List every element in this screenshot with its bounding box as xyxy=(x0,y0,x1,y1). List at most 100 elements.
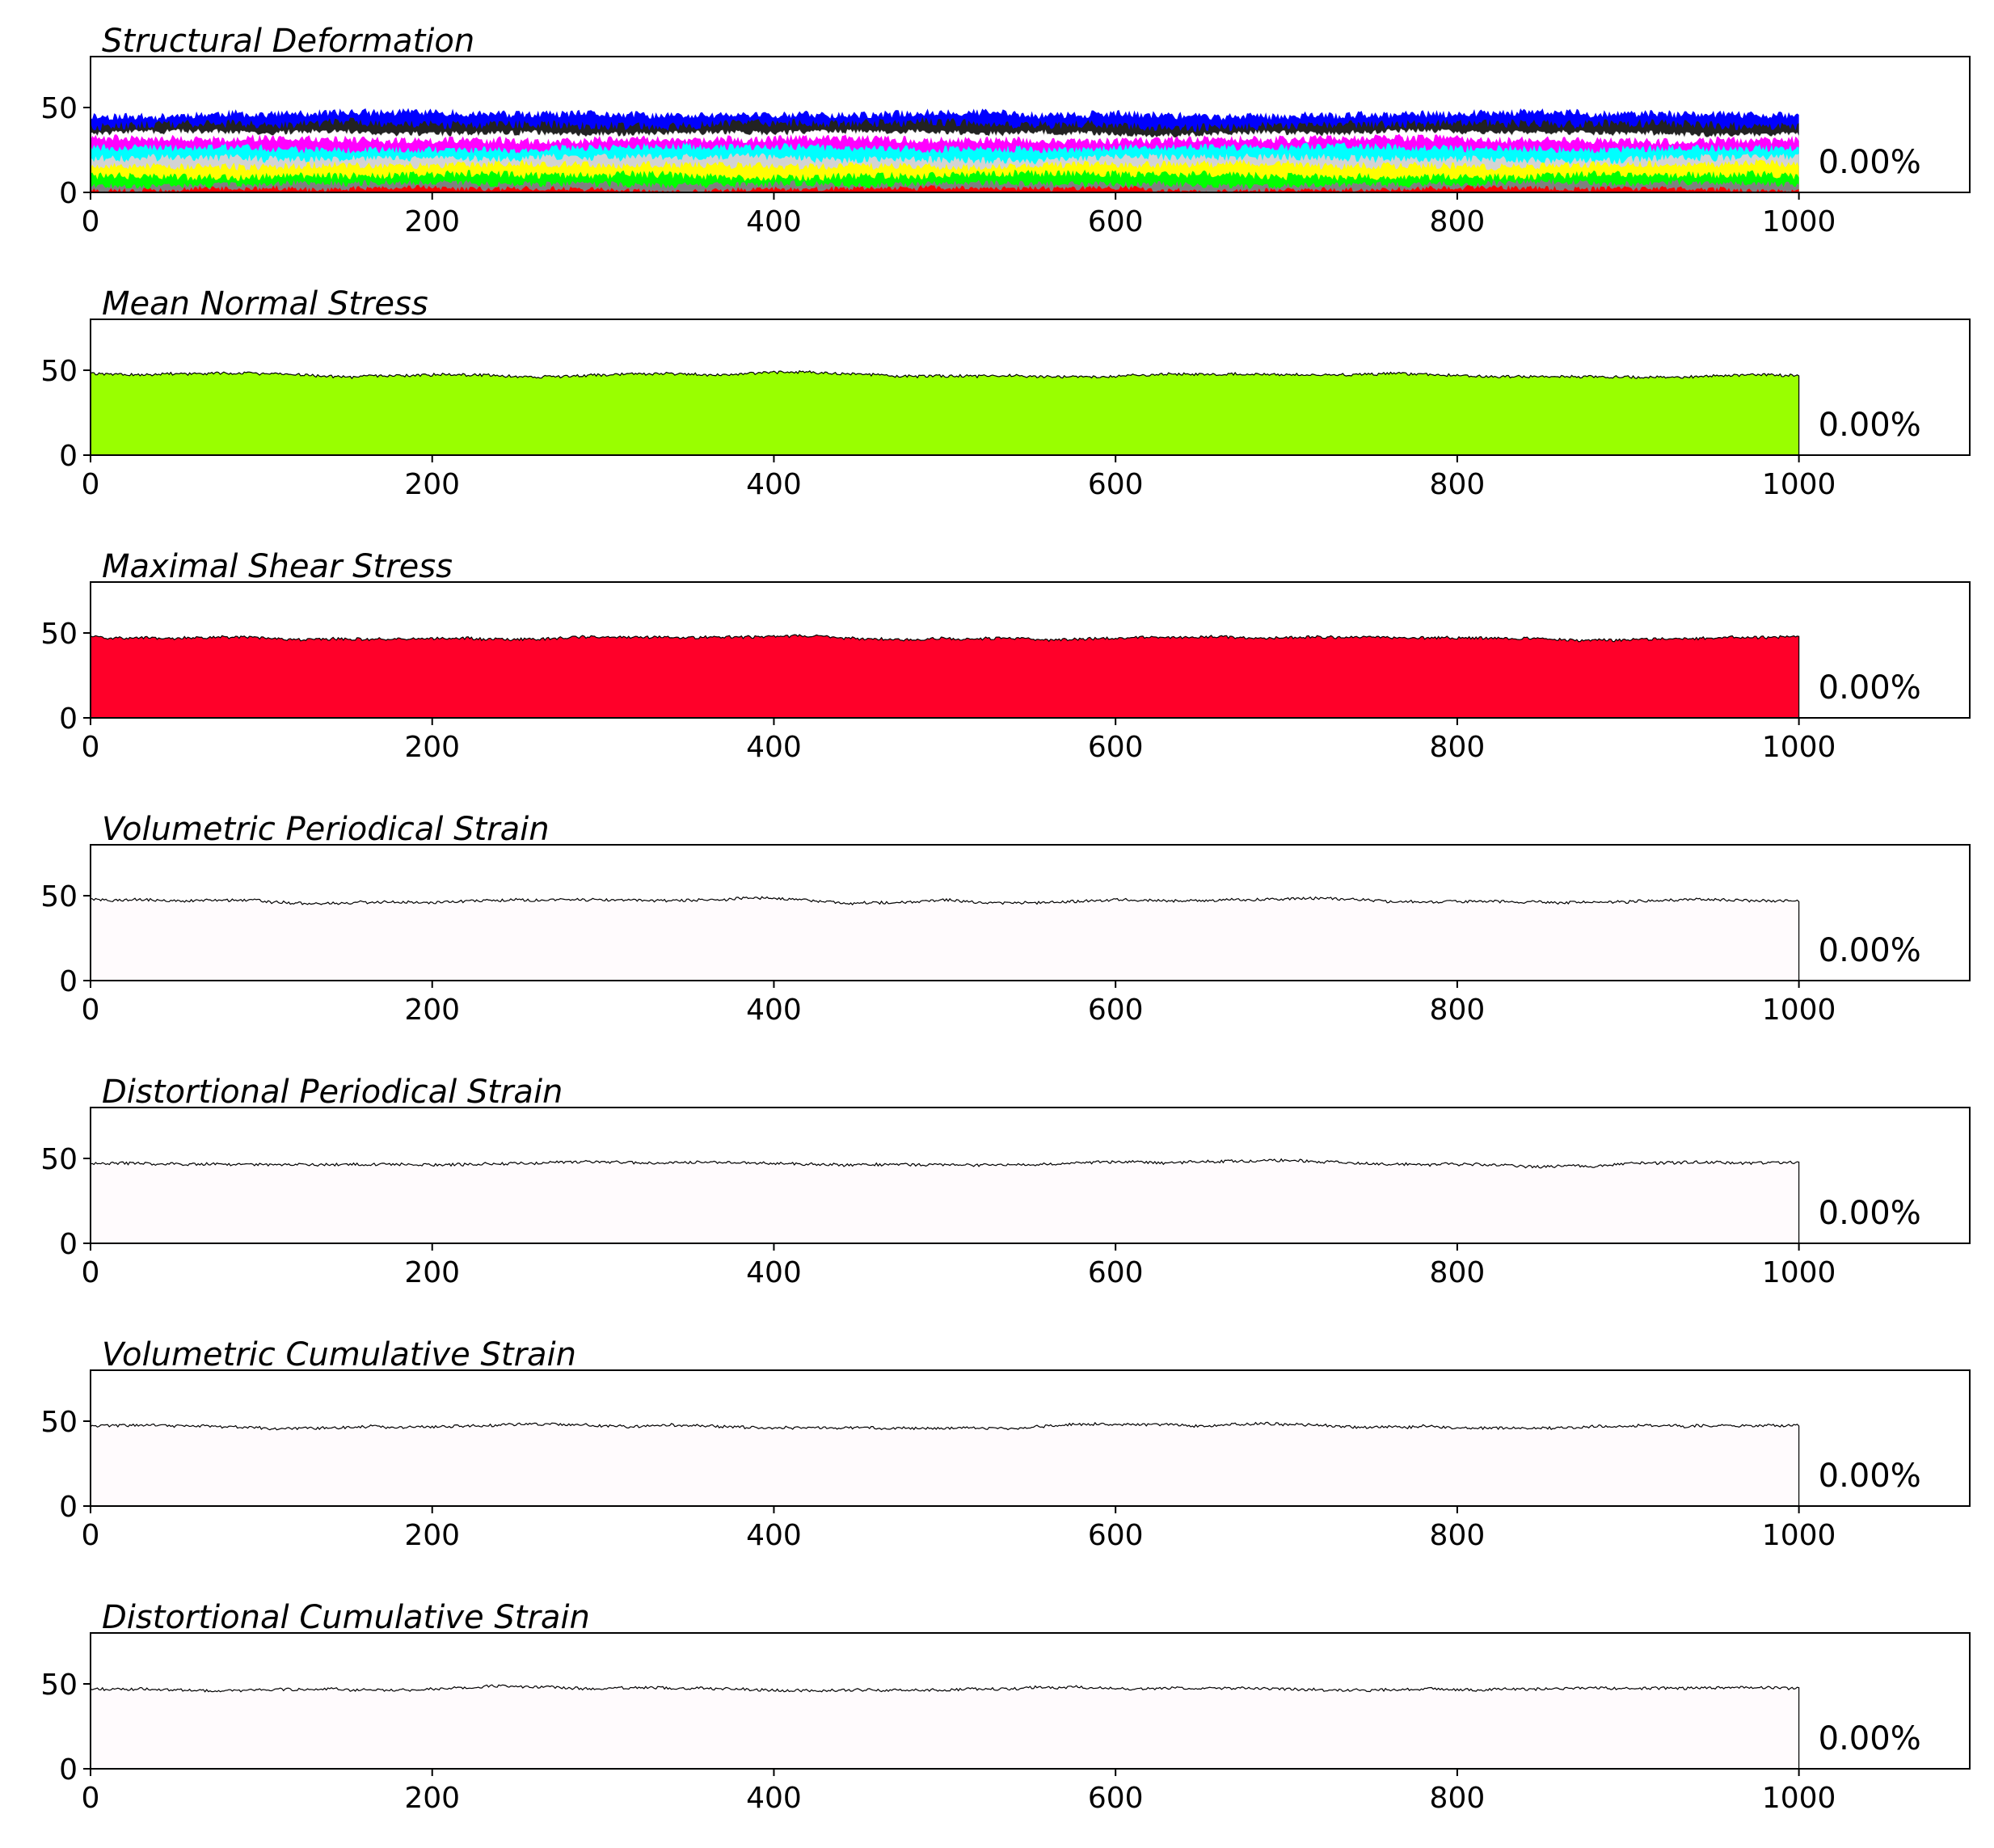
area-outline xyxy=(91,896,1800,981)
panel-title: Mean Normal Stress xyxy=(102,285,428,323)
x-tick-label: 0 xyxy=(82,205,100,238)
chart-panel-1: 0 200 400 600 800 1000 0 50 Mean Normal Stress 0.… xyxy=(40,285,1971,501)
area-fill xyxy=(91,1158,1799,1243)
plot-area xyxy=(91,1421,1800,1506)
plot-area xyxy=(91,1158,1800,1243)
y-tick-label: 0 xyxy=(59,177,78,210)
panel-title: Structural Deformation xyxy=(102,23,474,60)
y-tick-label: 50 xyxy=(40,880,78,913)
axes-frame xyxy=(90,581,1971,719)
x-tick-label: 400 xyxy=(746,994,802,1027)
percent-annotation: 0.00% xyxy=(1819,932,1921,969)
y-tick-label: 50 xyxy=(40,618,78,651)
x-tick-label: 800 xyxy=(1430,1782,1486,1815)
panel-title: Distortional Periodical Strain xyxy=(102,1074,563,1111)
y-tick-label: 0 xyxy=(59,1753,78,1787)
x-tick-label: 600 xyxy=(1088,468,1144,501)
x-tick-label: 0 xyxy=(82,1519,100,1552)
area-outline xyxy=(91,369,1800,455)
area-outline xyxy=(91,1684,1800,1769)
percent-annotation: 0.00% xyxy=(1819,1458,1921,1495)
x-tick-label: 200 xyxy=(404,994,460,1027)
chart-panel-0: 0 200 400 600 800 1000 0 50 Structural Deformati… xyxy=(40,23,1971,238)
chart-panel-3: 0 200 400 600 800 1000 0 50 Volumetric Periodica… xyxy=(40,811,1971,1027)
x-tick-label: 800 xyxy=(1430,994,1486,1027)
x-tick-label: 200 xyxy=(404,1256,460,1289)
x-tick-label: 1000 xyxy=(1762,1782,1836,1815)
area-fill xyxy=(91,897,1799,981)
y-tick-label: 50 xyxy=(40,92,78,125)
x-tick-label: 1000 xyxy=(1762,994,1836,1027)
area-fill xyxy=(91,635,1799,718)
x-tick-label: 0 xyxy=(82,1256,100,1289)
x-tick-label: 200 xyxy=(404,1782,460,1815)
x-tick-label: 600 xyxy=(1088,1519,1144,1552)
x-tick-label: 1000 xyxy=(1762,731,1836,764)
axes-frame xyxy=(90,1632,1971,1770)
chart-panel-5: 0 200 400 600 800 1000 0 50 Volumetric Cumulativ… xyxy=(40,1336,1971,1552)
x-tick-label: 200 xyxy=(404,1519,460,1552)
x-tick-label: 600 xyxy=(1088,731,1144,764)
x-tick-label: 400 xyxy=(746,1519,802,1552)
y-tick-label: 50 xyxy=(40,1143,78,1176)
x-tick-label: 800 xyxy=(1430,468,1486,501)
x-tick-label: 600 xyxy=(1088,1782,1144,1815)
x-tick-label: 0 xyxy=(82,1782,100,1815)
plot-area xyxy=(91,896,1800,981)
x-tick-label: 200 xyxy=(404,468,460,501)
percent-annotation: 0.00% xyxy=(1819,144,1921,181)
x-tick-label: 0 xyxy=(82,731,100,764)
x-tick-label: 800 xyxy=(1430,731,1486,764)
y-tick-label: 0 xyxy=(59,1228,78,1261)
x-tick-label: 600 xyxy=(1088,205,1144,238)
area-outline xyxy=(91,1158,1800,1243)
panel-title: Distortional Cumulative Strain xyxy=(102,1599,590,1636)
y-tick-label: 50 xyxy=(40,355,78,388)
area-outline xyxy=(91,634,1800,718)
percent-annotation: 0.00% xyxy=(1819,1195,1921,1232)
axes-frame xyxy=(90,844,1971,981)
chart-panel-6: 0 200 400 600 800 1000 0 50 Distortional Cumulat… xyxy=(40,1599,1971,1815)
plot-area xyxy=(91,369,1800,455)
x-tick-label: 400 xyxy=(746,731,802,764)
area-outline xyxy=(91,1421,1800,1506)
axes-frame xyxy=(90,1107,1971,1244)
axes-frame xyxy=(90,56,1971,193)
x-tick-label: 400 xyxy=(746,1782,802,1815)
area-fill xyxy=(91,1685,1799,1769)
area-fill xyxy=(91,370,1799,455)
y-tick-label: 0 xyxy=(59,440,78,473)
x-tick-label: 1000 xyxy=(1762,468,1836,501)
x-tick-label: 1000 xyxy=(1762,205,1836,238)
panel-title: Volumetric Periodical Strain xyxy=(102,811,550,848)
percent-annotation: 0.00% xyxy=(1819,669,1921,707)
x-tick-label: 800 xyxy=(1430,1256,1486,1289)
x-tick-label: 600 xyxy=(1088,1256,1144,1289)
y-tick-label: 0 xyxy=(59,702,78,736)
plot-area xyxy=(91,1684,1800,1769)
x-tick-label: 400 xyxy=(746,1256,802,1289)
x-tick-label: 400 xyxy=(746,205,802,238)
x-tick-label: 1000 xyxy=(1762,1519,1836,1552)
series-band xyxy=(91,184,1799,192)
x-tick-label: 200 xyxy=(404,731,460,764)
x-tick-label: 800 xyxy=(1430,205,1486,238)
chart-panel-4: 0 200 400 600 800 1000 0 50 Distortional Periodi… xyxy=(40,1074,1971,1289)
x-tick-label: 0 xyxy=(82,468,100,501)
x-tick-label: 200 xyxy=(404,205,460,238)
x-tick-label: 1000 xyxy=(1762,1256,1836,1289)
percent-annotation: 0.00% xyxy=(1819,1720,1921,1757)
y-tick-label: 0 xyxy=(59,1491,78,1524)
percent-annotation: 0.00% xyxy=(1819,407,1921,444)
x-tick-label: 600 xyxy=(1088,994,1144,1027)
x-tick-label: 0 xyxy=(82,994,100,1027)
chart-panel-2: 0 200 400 600 800 1000 0 50 Maximal Shear Stress… xyxy=(40,548,1971,764)
plot-area xyxy=(91,108,1799,192)
y-tick-label: 50 xyxy=(40,1669,78,1702)
x-tick-label: 800 xyxy=(1430,1519,1486,1552)
panel-title: Maximal Shear Stress xyxy=(102,548,453,585)
x-tick-label: 400 xyxy=(746,468,802,501)
axes-frame xyxy=(90,319,1971,456)
area-fill xyxy=(91,1422,1799,1506)
